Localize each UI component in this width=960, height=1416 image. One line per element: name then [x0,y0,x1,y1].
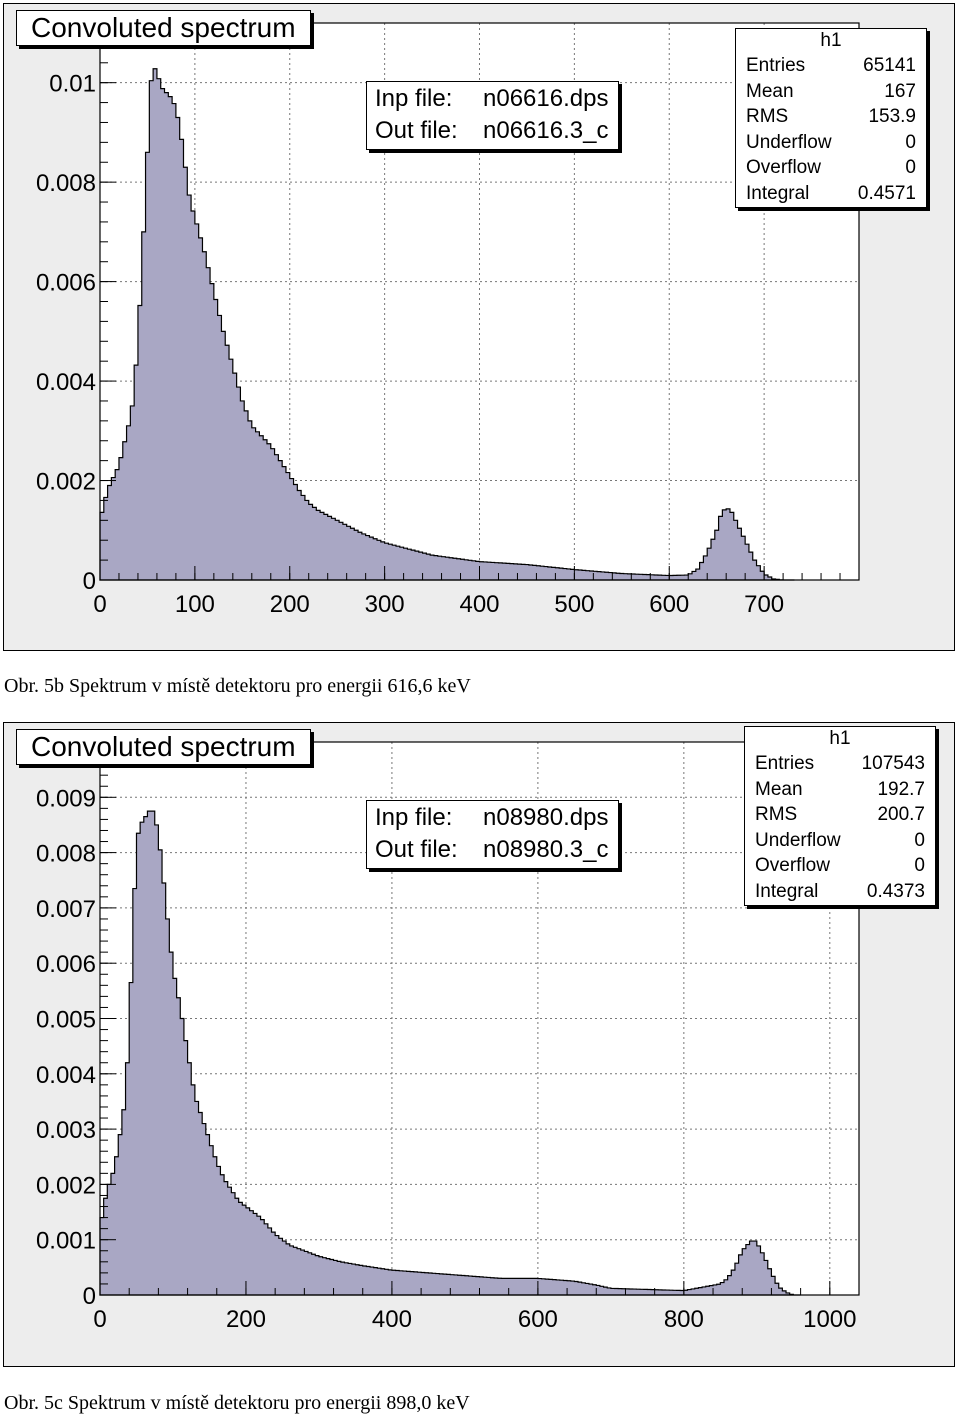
x-tick-label: 0 [93,591,106,618]
y-tick-label: 0.003 [36,1117,96,1144]
file-info-box-2: Inp file: n08980.dps Out file: n08980.3_c [366,800,620,869]
chart-title-2: Convoluted spectrum [16,729,311,765]
x-tick-label: 200 [226,1306,266,1333]
stats-label: RMS [755,804,798,825]
stats-value: 107543 [861,753,925,774]
x-tick-label: 200 [270,591,310,618]
inp-file-value-1: n06616.dps [483,85,609,112]
stats-row: Underflow 0 [745,828,935,854]
y-tick-label: 0.006 [36,270,96,297]
x-tick-label: 800 [664,1306,704,1333]
stats-row: RMS 153.9 [736,104,926,130]
stats-label: Integral [746,182,810,204]
chart-title-1: Convoluted spectrum [16,10,311,46]
y-tick-label: 0.008 [36,841,96,868]
y-tick-label: 0.004 [36,1062,96,1089]
out-file-label-2: Out file: [375,836,458,863]
inp-file-label-2: Inp file: [375,804,453,831]
y-tick-label: 0.002 [36,469,96,496]
x-tick-label: 0 [93,1306,106,1333]
x-tick-label: 600 [649,591,689,618]
stats-label: Underflow [746,131,832,153]
stats-value: 192.7 [877,778,925,800]
stats-value: 0 [914,829,925,851]
stats-label: Entries [746,55,806,76]
stats-title-1: h1 [820,30,842,51]
stats-label: Integral [755,880,819,902]
y-tick-label: 0.004 [36,369,96,396]
figure-caption-1: Obr. 5b Spektrum v místě detektoru pro e… [4,675,471,697]
stats-value: 0 [905,157,916,178]
stats-box-1: h1 Entries 65141 Mean 167 RMS 153.9 Underflow 0… [735,28,927,208]
x-tick-label: 1000 [803,1306,856,1333]
stats-row: Entries 65141 [736,53,926,79]
stats-value: 0.4571 [857,182,916,204]
chart-panel-2: 0 200 400 600 800 1000 0 0.001 0.002 0.003 0.004 0.… [3,722,955,1367]
x-tick-label: 700 [744,591,784,618]
x-tick-label: 500 [554,591,594,618]
stats-value: 153.9 [868,106,916,127]
stats-box-2: h1 Entries 107543 Mean 192.7 RMS 200.7 Underfl… [744,726,936,906]
inp-file-label-1: Inp file: [375,85,453,112]
stats-label: Mean [755,778,803,800]
figure-caption-2: Obr. 5c Spektrum v místě detektoru pro e… [4,1392,470,1414]
y-tick-label: 0.007 [36,896,96,923]
stats-row: Overflow 0 [745,853,935,879]
stats-value: 65141 [863,55,916,76]
y-tick-label: 0 [83,1283,96,1310]
stats-value: 167 [884,80,916,102]
stats-value: 0.4373 [866,880,925,902]
y-tick-label: 0.008 [36,170,96,197]
stats-label: Underflow [755,829,841,851]
out-file-label-1: Out file: [375,117,458,144]
inp-file-value-2: n08980.dps [483,804,609,831]
x-tick-label: 300 [365,591,405,618]
x-tick-label: 600 [518,1306,558,1333]
stats-row: RMS 200.7 [745,802,935,828]
chart-panel-1: 0 100 200 300 400 500 600 700 0 0.002 0.004 0.006 0.… [3,3,955,651]
stats-row: Mean 167 [736,79,926,105]
y-tick-label: 0.002 [36,1172,96,1199]
stats-row: Underflow 0 [736,130,926,156]
x-tick-label: 100 [175,591,215,618]
out-file-value-1: n06616.3_c [483,117,609,144]
stats-value: 0 [905,131,916,153]
out-file-value-2: n08980.3_c [483,836,609,863]
stats-row: Integral 0.4373 [745,879,935,905]
y-tick-label: 0.001 [36,1228,96,1255]
x-tick-label: 400 [372,1306,412,1333]
stats-row: Mean 192.7 [745,777,935,803]
stats-label: Overflow [746,157,821,178]
y-tick-label: 0.006 [36,951,96,978]
stats-title-2: h1 [829,728,851,749]
stats-value: 0 [914,855,925,876]
file-info-box-1: Inp file: n06616.dps Out file: n06616.3_c [366,81,620,150]
stats-row: Entries 107543 [745,751,935,777]
x-tick-label: 400 [459,591,499,618]
y-tick-label: 0.009 [36,785,96,812]
y-tick-label: 0.005 [36,1007,96,1034]
y-tick-label: 0.01 [49,71,96,98]
stats-row: Integral 0.4571 [736,181,926,207]
stats-row: Overflow 0 [736,155,926,181]
y-tick-label: 0 [83,568,96,595]
histogram-series [99,68,795,581]
stats-label: Overflow [755,855,830,876]
stats-label: Entries [755,753,815,774]
stats-value: 200.7 [877,804,925,825]
stats-label: Mean [746,80,794,102]
stats-label: RMS [746,106,789,127]
